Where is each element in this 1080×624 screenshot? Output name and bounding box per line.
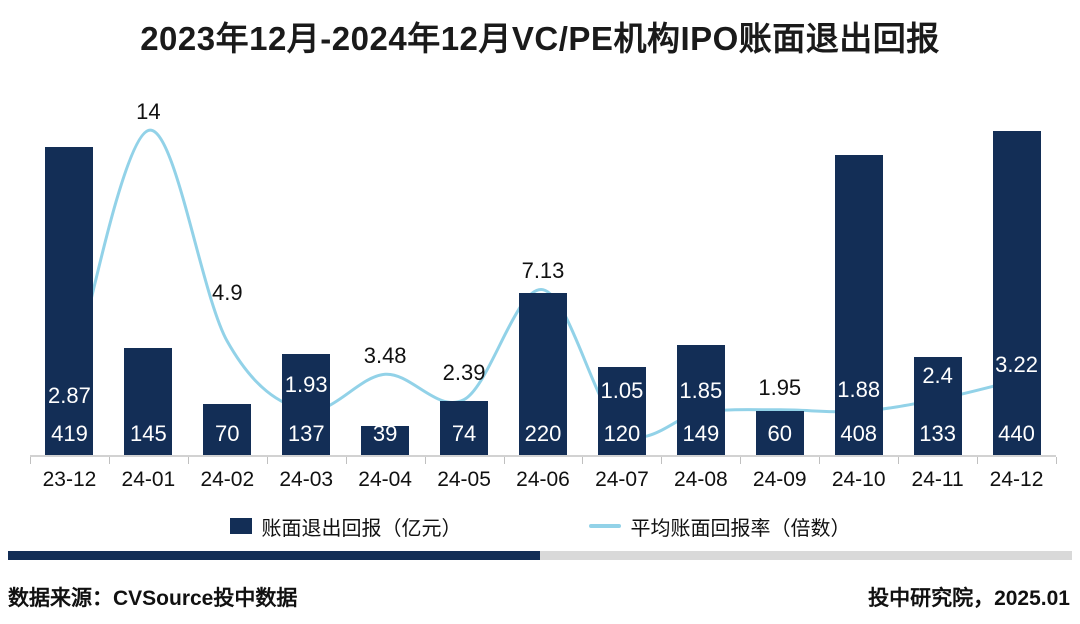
x-axis-label: 24-03 bbox=[279, 468, 334, 491]
bar-value-label: 74 bbox=[451, 421, 477, 446]
x-axis-tick bbox=[266, 457, 268, 464]
x-axis-label: 23-12 bbox=[42, 468, 97, 491]
bar bbox=[519, 293, 567, 455]
bar bbox=[45, 146, 94, 455]
x-axis-label: 24-01 bbox=[121, 468, 176, 491]
bar-value-label: 419 bbox=[51, 421, 88, 446]
x-axis-tick bbox=[661, 457, 663, 464]
chart-title: 2023年12月-2024年12月VC/PE机构IPO账面退出回报 bbox=[140, 20, 940, 57]
bar-value-label: 149 bbox=[682, 421, 720, 446]
x-axis-tick bbox=[108, 457, 110, 464]
bar bbox=[361, 426, 410, 455]
bar-value-label: 133 bbox=[919, 421, 956, 446]
x-axis-tick bbox=[503, 457, 505, 464]
x-axis-tick bbox=[345, 457, 347, 464]
x-axis-label: 24-09 bbox=[752, 468, 807, 491]
credit-label: 投中研究院，2025.01 bbox=[868, 587, 1070, 610]
bar bbox=[676, 345, 725, 455]
bar bbox=[913, 357, 962, 455]
x-axis-tick bbox=[977, 457, 979, 464]
legend-item-line: 平均账面回报率（倍数） bbox=[588, 512, 851, 541]
bar-value-label: 408 bbox=[840, 421, 878, 446]
divider-left-segment bbox=[8, 551, 540, 560]
ratio-label: 4.9 bbox=[212, 280, 243, 306]
bar-value-label: 39 bbox=[372, 421, 398, 446]
legend-bar-label: 账面退出回报（亿元） bbox=[261, 517, 462, 540]
x-axis-label: 24-06 bbox=[516, 468, 570, 491]
bar-series-swatch-icon bbox=[229, 518, 252, 534]
legend-item-bar: 账面退出回报（亿元） bbox=[229, 512, 462, 541]
bar bbox=[834, 154, 883, 455]
bar-value-label: 440 bbox=[998, 421, 1035, 446]
footer: 数据来源：CVSource投中数据 投中研究院，2025.01 bbox=[0, 582, 1080, 612]
x-axis-tick bbox=[740, 457, 742, 464]
x-axis-label: 24-12 bbox=[989, 468, 1044, 491]
ratio-label: 2.87 bbox=[48, 383, 91, 409]
x-axis-tick bbox=[582, 457, 584, 464]
bar-value-label: 70 bbox=[215, 421, 240, 446]
ratio-label: 2.4 bbox=[922, 363, 953, 389]
bar bbox=[755, 410, 804, 455]
divider-bar bbox=[8, 551, 1072, 560]
ratio-label: 1.93 bbox=[284, 372, 328, 398]
x-axis-label: 24-04 bbox=[358, 468, 412, 491]
x-axis-tick bbox=[30, 457, 31, 464]
ratio-label: 2.39 bbox=[442, 359, 486, 385]
x-axis-label: 24-10 bbox=[831, 468, 886, 491]
bar bbox=[597, 366, 646, 455]
x-axis-tick bbox=[1056, 457, 1057, 464]
bar-value-label: 137 bbox=[287, 421, 325, 446]
ratio-label: 1.85 bbox=[679, 378, 723, 404]
bar-value-label: 60 bbox=[767, 421, 792, 446]
data-source-label: 数据来源：CVSource投中数据 bbox=[8, 587, 298, 610]
legend: 账面退出回报（亿元） 平均账面回报率（倍数） bbox=[0, 511, 1080, 541]
ratio-label: 3.22 bbox=[995, 352, 1038, 378]
x-axis-label: 24-07 bbox=[595, 468, 649, 491]
x-axis-label: 24-11 bbox=[911, 468, 964, 491]
x-axis-tick bbox=[819, 457, 821, 464]
bar-value-label: 120 bbox=[603, 421, 641, 446]
bar bbox=[992, 131, 1041, 455]
legend-line-label: 平均账面回报率（倍数） bbox=[630, 517, 851, 540]
x-axis-label: 24-02 bbox=[200, 468, 255, 491]
ratio-label: 1.05 bbox=[600, 377, 644, 403]
bar bbox=[203, 403, 252, 455]
x-axis-tick bbox=[424, 457, 426, 464]
bar bbox=[124, 348, 173, 455]
ratio-label: 7.13 bbox=[521, 257, 565, 283]
x-axis-tick bbox=[898, 457, 900, 464]
bar-value-label: 145 bbox=[130, 421, 167, 446]
bar-value-label: 220 bbox=[524, 421, 562, 446]
x-axis-tick bbox=[187, 457, 189, 464]
x-axis-line bbox=[30, 455, 1056, 457]
x-axis-label: 24-05 bbox=[437, 468, 491, 491]
ratio-label: 14 bbox=[136, 99, 161, 125]
divider-right-segment bbox=[540, 551, 1072, 560]
bar bbox=[282, 354, 331, 455]
x-axis-label: 24-08 bbox=[673, 468, 728, 491]
line-series-swatch-icon bbox=[588, 524, 621, 528]
ratio-label: 3.48 bbox=[363, 343, 407, 369]
ratio-label: 1.95 bbox=[758, 374, 802, 400]
ratio-label: 1.88 bbox=[837, 377, 881, 403]
bar bbox=[440, 400, 489, 455]
